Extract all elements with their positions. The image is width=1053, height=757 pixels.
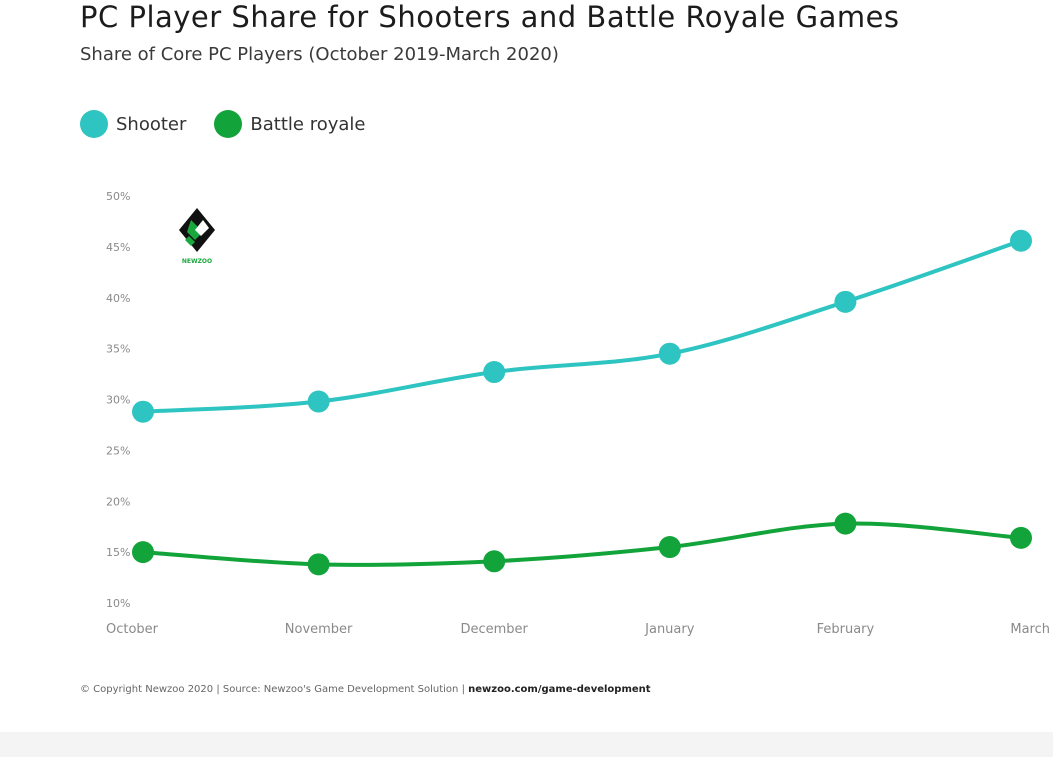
data-point-battle-royale [1010, 526, 1032, 549]
data-point-battle-royale [834, 512, 857, 535]
legend-swatch-battle-royale [214, 110, 243, 138]
y-tick-label: 35% [106, 343, 130, 356]
legend-swatch-shooter [80, 110, 108, 138]
data-point-battle-royale [658, 536, 681, 559]
data-point-battle-royale [307, 553, 330, 576]
bottom-band [0, 732, 1053, 757]
footer-link[interactable]: newzoo.com/game-development [468, 684, 651, 695]
legend: Shooter Battle royale [80, 110, 365, 138]
y-tick-label: 30% [106, 394, 130, 407]
chart-title: PC Player Share for Shooters and Battle … [80, 0, 900, 34]
x-tick-label: December [460, 622, 528, 637]
data-point-shooter [483, 361, 506, 384]
data-point-battle-royale [132, 541, 154, 564]
y-tick-label: 45% [106, 241, 130, 254]
data-point-battle-royale [483, 550, 506, 573]
y-tick-label: 10% [106, 597, 130, 610]
footer-copyright: © Copyright Newzoo 2020 | Source: Newzoo… [80, 684, 465, 695]
data-point-shooter [132, 400, 154, 423]
data-point-shooter [834, 290, 857, 313]
y-tick-label: 20% [106, 495, 130, 508]
legend-label-battle-royale: Battle royale [250, 113, 366, 135]
x-tick-label: February [817, 622, 875, 637]
x-tick-label: October [106, 622, 159, 637]
legend-item-battle-royale: Battle royale [214, 110, 365, 138]
newzoo-logo: NEWZOO [179, 208, 215, 265]
data-point-shooter [1010, 229, 1032, 252]
y-tick-label: 25% [106, 444, 130, 457]
series-line-battle-royale [141, 521, 1023, 567]
x-tick-label: November [285, 622, 353, 637]
y-tick-label: 50% [106, 190, 130, 203]
data-point-shooter [658, 342, 681, 365]
x-tick-label: January [644, 622, 695, 637]
x-tick-label: March [1010, 622, 1050, 637]
newzoo-logo-text: NEWZOO [182, 258, 212, 265]
chart-subtitle: Share of Core PC Players (October 2019-M… [80, 44, 559, 65]
y-tick-label: 15% [106, 546, 130, 559]
series-line-shooter [141, 238, 1023, 414]
data-point-shooter [307, 390, 330, 413]
legend-item-shooter: Shooter [80, 110, 186, 138]
y-tick-label: 40% [106, 292, 130, 305]
footer-source: © Copyright Newzoo 2020 | Source: Newzoo… [80, 684, 651, 695]
legend-label-shooter: Shooter [116, 113, 187, 135]
